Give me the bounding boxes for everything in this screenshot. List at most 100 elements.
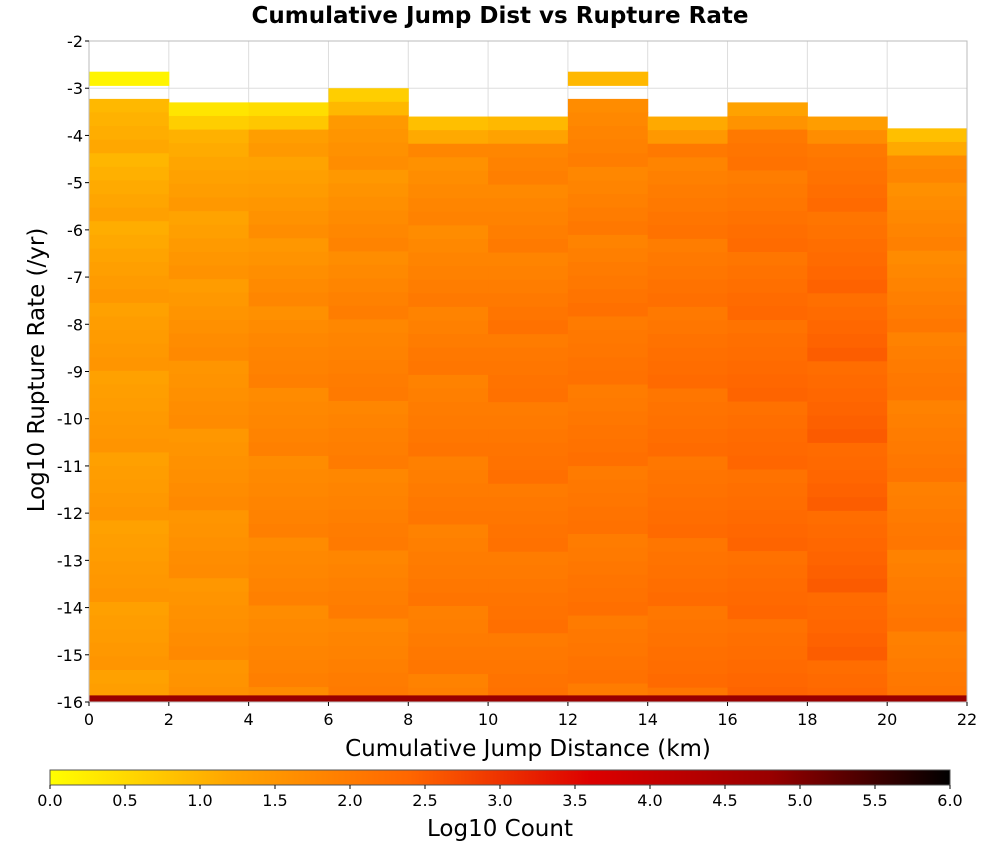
heatmap-cell bbox=[567, 534, 649, 549]
heatmap-cell bbox=[89, 153, 170, 168]
heatmap-cell bbox=[488, 130, 569, 145]
heatmap-cell bbox=[887, 509, 968, 524]
heatmap-cell bbox=[89, 98, 170, 114]
heatmap-cell bbox=[328, 278, 409, 293]
heatmap-cell bbox=[488, 143, 569, 158]
heatmap-cell bbox=[647, 170, 729, 186]
heatmap-cell bbox=[328, 414, 409, 429]
heatmap-cell bbox=[488, 687, 569, 696]
heatmap-cell bbox=[488, 646, 569, 662]
heatmap-cell bbox=[727, 115, 808, 131]
heatmap-cell bbox=[488, 538, 569, 553]
heatmap-cell bbox=[727, 537, 808, 552]
heatmap-cell bbox=[488, 211, 569, 226]
heatmap-cell bbox=[488, 388, 569, 403]
heatmap-cell bbox=[887, 536, 968, 551]
heatmap-cell bbox=[727, 591, 808, 607]
y-axis-ticks: -2 -3 -4 -5 -6 -7 -8 -9 -10 -11 -12 -13 -14 -15 -16 bbox=[57, 32, 89, 712]
heatmap-cell bbox=[807, 551, 888, 566]
heatmap-cell bbox=[408, 388, 489, 403]
heatmap-cell bbox=[168, 428, 250, 443]
heatmap-cell bbox=[328, 115, 409, 130]
heatmap-cell bbox=[567, 330, 649, 345]
heatmap-cell bbox=[887, 413, 968, 429]
heatmap-cell bbox=[488, 361, 569, 376]
x-tick-label: 14 bbox=[638, 710, 658, 729]
heatmap-cell bbox=[328, 251, 409, 266]
heatmap-cell bbox=[807, 388, 888, 403]
heatmap-cell bbox=[807, 211, 888, 226]
heatmap-cell bbox=[248, 673, 329, 688]
heatmap-cell bbox=[567, 248, 649, 263]
heatmap-cell bbox=[89, 370, 170, 386]
heatmap-cell bbox=[807, 238, 888, 254]
heatmap-cell bbox=[408, 456, 489, 471]
heatmap-cell bbox=[328, 659, 409, 674]
heatmap-cell bbox=[408, 266, 489, 281]
heatmap-cell bbox=[647, 633, 729, 648]
heatmap-cell bbox=[727, 279, 808, 294]
heatmap-cell bbox=[647, 320, 729, 335]
heatmap-cell bbox=[248, 387, 329, 403]
heatmap-cell bbox=[567, 357, 649, 372]
heatmap-cell bbox=[168, 143, 250, 158]
heatmap-cell bbox=[567, 574, 649, 590]
heatmap-cell bbox=[89, 71, 170, 86]
heatmap-cell bbox=[807, 497, 888, 512]
heatmap-cell bbox=[328, 577, 409, 592]
heatmap-cell bbox=[408, 633, 489, 648]
heatmap-cell bbox=[408, 374, 489, 390]
heatmap-cell bbox=[408, 429, 489, 444]
heatmap-cell bbox=[488, 483, 569, 498]
y-tick-label: -13 bbox=[57, 551, 83, 570]
heatmap-cell bbox=[328, 441, 409, 456]
heatmap-cell bbox=[248, 537, 329, 552]
heatmap-cell bbox=[168, 496, 250, 511]
heatmap-cell bbox=[89, 574, 170, 590]
x-tick-label: 20 bbox=[877, 710, 897, 729]
heatmap-cell bbox=[328, 196, 409, 212]
heatmap-cell bbox=[647, 157, 729, 172]
heatmap-cell bbox=[887, 209, 968, 225]
heatmap-cell bbox=[168, 102, 250, 117]
heatmap-cell bbox=[168, 279, 250, 294]
heatmap-cell bbox=[89, 330, 170, 345]
heatmap-cell bbox=[647, 565, 729, 580]
heatmap-cell bbox=[567, 180, 649, 195]
colorbar-tick-label: 4.5 bbox=[712, 791, 737, 810]
heatmap-cell bbox=[168, 483, 250, 498]
heatmap-cell bbox=[727, 129, 808, 144]
heatmap-cell bbox=[248, 551, 329, 566]
heatmap-cell bbox=[89, 357, 170, 372]
heatmap-cell bbox=[328, 468, 409, 484]
y-tick-label: -6 bbox=[67, 221, 83, 240]
heatmap-cell bbox=[887, 305, 968, 320]
heatmap-cell bbox=[248, 659, 329, 675]
heatmap-cell bbox=[328, 88, 409, 103]
heatmap-cell bbox=[727, 469, 808, 484]
heatmap-cell bbox=[168, 523, 250, 539]
heatmap-cell bbox=[727, 251, 808, 267]
heatmap-cell bbox=[248, 523, 329, 539]
heatmap-cell bbox=[168, 211, 250, 226]
heatmap-cell bbox=[408, 198, 489, 213]
heatmap-cell bbox=[328, 387, 409, 402]
heatmap-cell bbox=[567, 411, 649, 426]
heatmap-cell bbox=[89, 221, 170, 236]
heatmap-cell bbox=[488, 551, 569, 566]
heatmap-cell bbox=[567, 615, 649, 630]
heatmap-cell bbox=[89, 642, 170, 657]
heatmap-cell bbox=[567, 479, 649, 494]
heatmap-cell bbox=[328, 360, 409, 375]
heatmap-cell bbox=[488, 279, 569, 294]
heatmap-cell bbox=[647, 266, 729, 281]
heatmap-cell bbox=[488, 334, 569, 349]
y-tick-label: -8 bbox=[67, 315, 83, 334]
colorbar-tick-label: 2.0 bbox=[337, 791, 362, 810]
y-tick-label: -10 bbox=[57, 410, 83, 429]
heatmap-cell bbox=[567, 112, 649, 127]
heatmap-cell bbox=[408, 130, 489, 145]
heatmap-cell bbox=[328, 373, 409, 388]
heatmap-cell bbox=[168, 156, 250, 171]
heatmap-cell bbox=[807, 619, 888, 634]
